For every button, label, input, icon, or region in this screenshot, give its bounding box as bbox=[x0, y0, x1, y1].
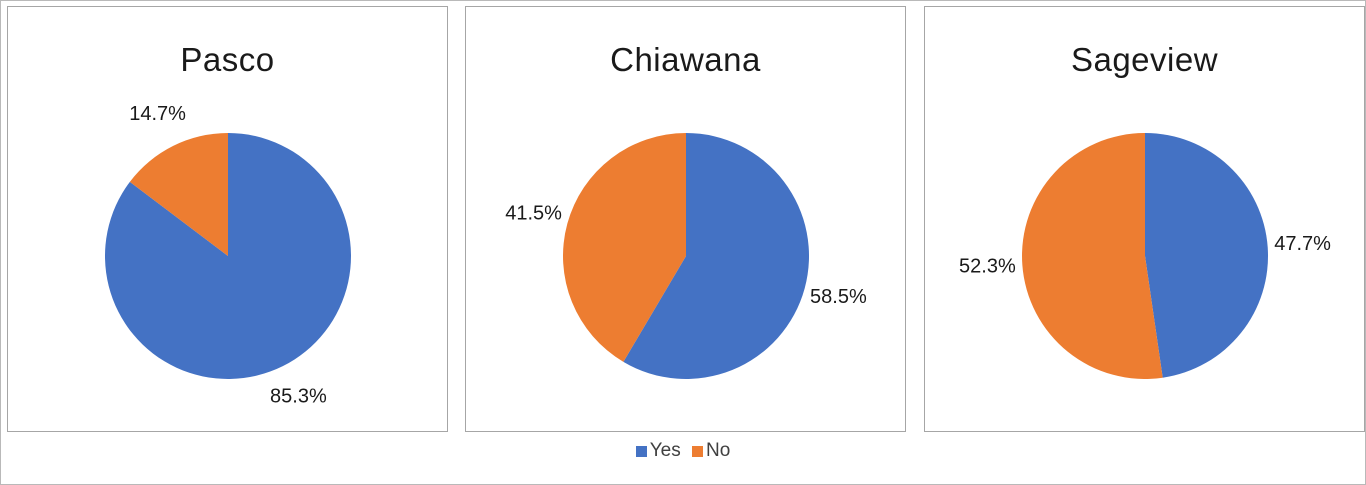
pie-slice-yes bbox=[623, 133, 810, 379]
pie-panel-chiawana: Chiawana 58.5% 41.5% bbox=[465, 6, 906, 432]
chart-title: Chiawana bbox=[610, 41, 761, 78]
legend-label-yes: Yes bbox=[649, 440, 681, 461]
pie-panel-pasco: Pasco 85.3% 14.7% bbox=[7, 6, 448, 432]
data-label-yes: 58.5% bbox=[810, 286, 867, 308]
legend: Yes No bbox=[0, 440, 1366, 463]
pie-chart-pasco: 85.3% 14.7% bbox=[104, 103, 351, 408]
chart-title: Sageview bbox=[1070, 41, 1219, 78]
data-label-no: 52.3% bbox=[959, 256, 1016, 278]
pie-chart-chiawana: 58.5% 41.5% bbox=[505, 133, 867, 379]
pie-slice-no bbox=[563, 133, 686, 362]
data-label-no: 41.5% bbox=[505, 203, 562, 225]
pie-slice-no bbox=[129, 133, 228, 256]
legend-swatch-yes bbox=[635, 445, 647, 457]
pie-slice-yes bbox=[104, 133, 351, 379]
data-label-yes: 85.3% bbox=[270, 386, 327, 408]
legend-label-no: No bbox=[705, 440, 731, 461]
pie-panel-sageview: Sageview 47.7% 52.3% bbox=[924, 6, 1365, 432]
data-label-no: 14.7% bbox=[129, 103, 186, 125]
legend-swatch-no bbox=[691, 445, 703, 457]
pie-chart-sageview: 47.7% 52.3% bbox=[959, 133, 1331, 379]
legend-item-no: No bbox=[691, 440, 731, 462]
chart-title: Pasco bbox=[180, 41, 275, 78]
pie-slice-no bbox=[1022, 133, 1163, 379]
legend-item-yes: Yes bbox=[635, 440, 681, 462]
data-label-yes: 47.7% bbox=[1274, 233, 1331, 255]
pie-slice-yes bbox=[1145, 133, 1269, 378]
